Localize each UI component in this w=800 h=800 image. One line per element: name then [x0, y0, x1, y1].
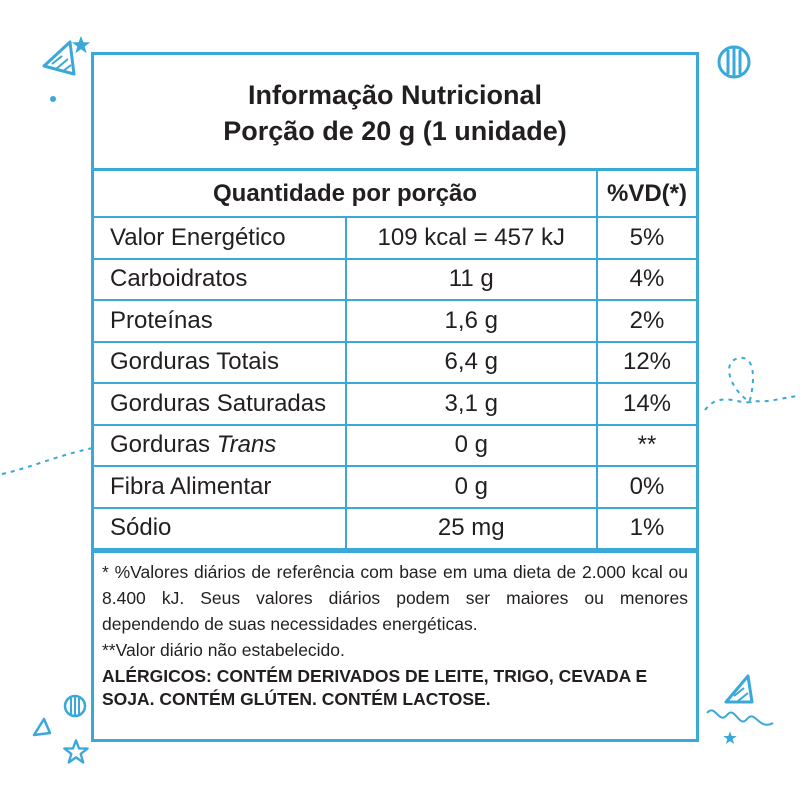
label-header: Informação Nutricional Porção de 20 g (1… [94, 55, 696, 171]
dot-star-left-icon [50, 96, 56, 102]
nutrient-name: Fibra Alimentar [94, 465, 347, 509]
nutrient-amount: 11 g [344, 257, 598, 301]
nutrient-amount: 0 g [344, 423, 598, 467]
nutrient-vd: 1% [596, 506, 696, 550]
nutrient-name: Gorduras Saturadas [94, 382, 347, 426]
footnote-not-established: **Valor diário não estabelecido. [102, 640, 345, 660]
nutrient-name-italic: Trans [216, 431, 277, 459]
nutrition-facts-label: Informação Nutricional Porção de 20 g (1… [91, 52, 699, 742]
nutrient-vd: 0% [596, 465, 696, 509]
nutrient-name: Valor Energético [94, 216, 347, 260]
striped-balloon-icon [717, 45, 751, 79]
label-footnotes: * %Valores diários de referência com bas… [94, 550, 696, 711]
nutrient-name-trans: Gorduras Trans [94, 423, 347, 467]
table-header-row: Quantidade por porção %VD(*) [94, 171, 696, 218]
table-row: Proteínas 1,6 g 2% [94, 299, 696, 343]
wavy-ribbon-icon [706, 709, 774, 726]
nutrient-vd: 12% [596, 340, 696, 384]
star-top-left-icon [71, 35, 91, 54]
nutrient-amount: 25 mg [344, 506, 598, 550]
label-title: Informação Nutricional [247, 80, 543, 110]
table-row: Carboidratos 11 g 4% [94, 257, 696, 301]
nutrient-vd: 14% [596, 382, 696, 426]
column-header-vd: %VD(*) [596, 171, 696, 218]
dashed-line-left-icon [1, 447, 94, 475]
star-bottom-left-icon [63, 739, 89, 764]
nutrient-name: Carboidratos [94, 257, 347, 301]
column-header-quantity: Quantidade por porção [94, 171, 598, 218]
balloon-bottom-left-icon [63, 694, 87, 718]
nutrient-amount: 3,1 g [344, 382, 598, 426]
table-row: Sódio 25 mg 1% [94, 506, 696, 550]
nutrient-vd: 4% [596, 257, 696, 301]
nutrient-name: Sódio [94, 506, 347, 550]
nutrient-vd: 2% [596, 299, 696, 343]
dashed-swirl-right-icon [704, 356, 799, 411]
table-row: Valor Energético 109 kcal = 457 kJ 5% [94, 216, 696, 260]
star-bottom-right-icon [723, 731, 737, 744]
allergen-warning: ALÉRGICOS: CONTÉM DERIVADOS DE LEITE, TR… [102, 666, 648, 709]
footnote-reference: * %Valores diários de referência com bas… [102, 562, 688, 634]
nutrient-amount: 0 g [344, 465, 598, 509]
nutrient-vd: ** [596, 423, 696, 467]
nutrient-amount: 109 kcal = 457 kJ [344, 216, 598, 260]
party-hat-top-left-icon [42, 40, 76, 76]
table-row: Gorduras Totais 6,4 g 12% [94, 340, 696, 384]
nutrient-name: Gorduras Totais [94, 340, 347, 384]
table-row: Gorduras Trans 0 g ** [94, 423, 696, 467]
nutrient-name: Gorduras [110, 431, 211, 459]
portion-size: Porção de 20 g (1 unidade) [223, 116, 567, 146]
nutrient-vd: 5% [596, 216, 696, 260]
table-row: Gorduras Saturadas 3,1 g 14% [94, 382, 696, 426]
confetti-hat-bottom-left-icon [32, 717, 52, 737]
nutrition-table: Quantidade por porção %VD(*) Valor Energ… [94, 171, 696, 550]
party-hat-bottom-right-icon [724, 674, 754, 704]
table-row: Fibra Alimentar 0 g 0% [94, 465, 696, 509]
nutrient-amount: 1,6 g [344, 299, 598, 343]
nutrient-amount: 6,4 g [344, 340, 598, 384]
nutrient-name: Proteínas [94, 299, 347, 343]
